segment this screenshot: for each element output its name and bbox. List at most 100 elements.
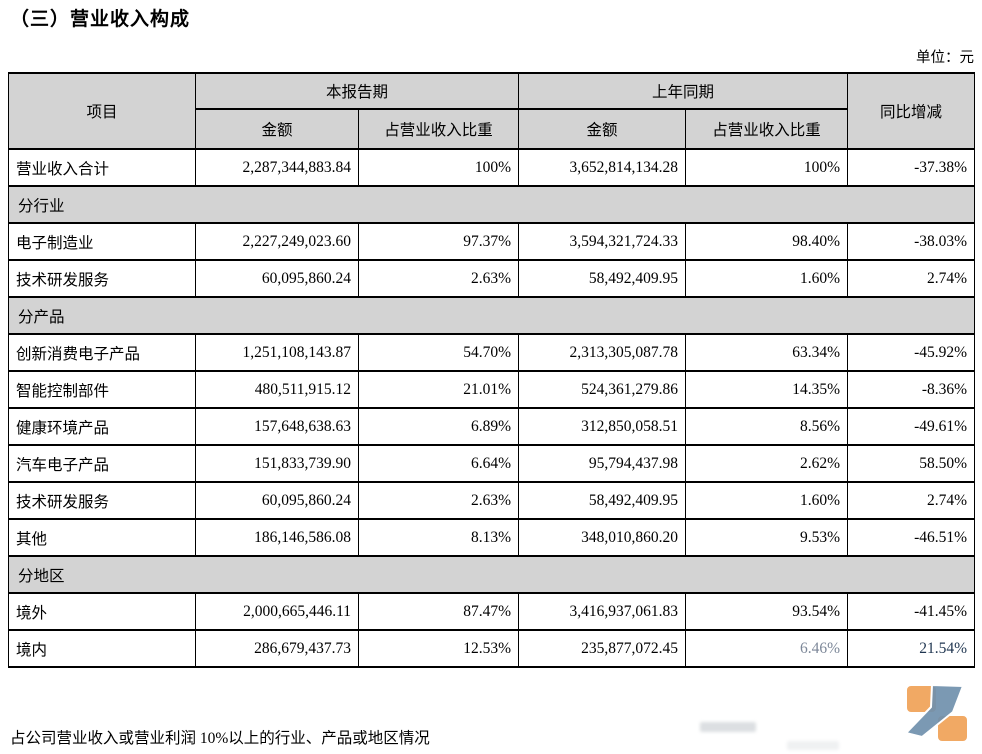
current-amount-cell: 480,511,915.12 xyxy=(195,370,359,409)
section-label: 分行业 xyxy=(7,185,976,224)
current-amount-cell: 286,679,437.73 xyxy=(195,629,359,668)
prior-pct-cell: 1.60% xyxy=(685,481,849,520)
header-current-amount: 金额 xyxy=(195,108,359,150)
prior-amount-cell: 2,313,305,087.78 xyxy=(518,333,687,372)
footer-note: 占公司营业收入或营业利润 10%以上的行业、产品或地区情况 xyxy=(10,730,430,747)
current-pct-cell: 6.89% xyxy=(357,407,520,446)
table-row: 境外 2,000,665,446.11 87.47% 3,416,937,061.83… xyxy=(8,592,976,631)
prior-pct-cell: 98.40% xyxy=(685,222,849,261)
yoy-cell: -49.61% xyxy=(847,407,976,446)
current-pct-cell: 6.64% xyxy=(357,444,520,483)
yoy-cell: -37.38% xyxy=(847,148,976,187)
current-pct-cell: 2.63% xyxy=(357,481,520,520)
table-body: 营业收入合计 2,287,344,883.84 100% 3,652,814,134.… xyxy=(7,148,976,668)
table-row: 智能控制部件 480,511,915.12 21.01% 524,361,279.86… xyxy=(8,370,976,409)
row-label: 境外 xyxy=(8,592,196,631)
prior-pct-cell: 63.34% xyxy=(685,333,849,372)
prior-pct-cell: 9.53% xyxy=(685,518,849,557)
current-amount-cell: 1,251,108,143.87 xyxy=(195,333,359,372)
row-label: 智能控制部件 xyxy=(8,370,196,409)
current-amount-cell: 157,648,638.63 xyxy=(195,407,359,446)
row-label: 技术研发服务 xyxy=(8,259,196,298)
yoy-cell: 2.74% xyxy=(847,259,976,298)
table-row: 境内 286,679,437.73 12.53% 235,877,072.45 6.46… xyxy=(8,629,976,668)
current-amount-cell: 60,095,860.24 xyxy=(195,481,359,520)
yoy-cell: 21.54% xyxy=(847,629,976,668)
prior-pct-cell: 1.60% xyxy=(685,259,849,298)
current-amount-cell: 151,833,739.90 xyxy=(195,444,359,483)
row-label: 技术研发服务 xyxy=(8,481,196,520)
yoy-cell: -45.92% xyxy=(847,333,976,372)
prior-pct-cell: 2.62% xyxy=(685,444,849,483)
prior-amount-cell: 312,850,058.51 xyxy=(518,407,687,446)
unit-label: 单位：元 xyxy=(916,50,974,66)
prior-amount-cell: 3,652,814,134.28 xyxy=(518,148,687,187)
header-prior-pct: 占营业收入比重 xyxy=(685,108,849,150)
yoy-cell: -46.51% xyxy=(847,518,976,557)
prior-amount-cell: 348,010,860.20 xyxy=(518,518,687,557)
prior-amount-cell: 95,794,437.98 xyxy=(518,444,687,483)
header-prior-amount: 金额 xyxy=(518,108,687,150)
prior-pct-cell: 93.54% xyxy=(685,592,849,631)
header-current-pct: 占营业收入比重 xyxy=(357,108,520,150)
current-pct-cell: 21.01% xyxy=(357,370,520,409)
header-item: 项目 xyxy=(8,72,196,150)
current-amount-cell: 60,095,860.24 xyxy=(195,259,359,298)
current-amount-cell: 2,000,665,446.11 xyxy=(195,592,359,631)
row-label: 创新消费电子产品 xyxy=(8,333,196,372)
watermark-smudge xyxy=(700,722,756,732)
yoy-cell: -38.03% xyxy=(847,222,976,261)
page-title: （三）营业收入构成 xyxy=(10,9,191,30)
prior-amount-cell: 235,877,072.45 xyxy=(518,629,687,668)
row-label: 境内 xyxy=(8,629,196,668)
current-pct-cell: 97.37% xyxy=(357,222,520,261)
current-pct-cell: 54.70% xyxy=(357,333,520,372)
table-row: 健康环境产品 157,648,638.63 6.89% 312,850,058.51 8… xyxy=(8,407,976,446)
current-amount-cell: 2,287,344,883.84 xyxy=(195,148,359,187)
table-row: 创新消费电子产品 1,251,108,143.87 54.70% 2,313,305,… xyxy=(8,333,976,372)
row-label: 汽车电子产品 xyxy=(8,444,196,483)
yoy-cell: 58.50% xyxy=(847,444,976,483)
header-current-period: 本报告期 xyxy=(194,72,520,110)
prior-amount-cell: 524,361,279.86 xyxy=(518,370,687,409)
row-label: 健康环境产品 xyxy=(8,407,196,446)
row-label: 营业收入合计 xyxy=(8,148,196,187)
table-row: 其他 186,146,586.08 8.13% 348,010,860.20 9.53%… xyxy=(8,518,976,557)
current-amount-cell: 2,227,249,023.60 xyxy=(195,222,359,261)
section-row: 分地区 xyxy=(7,555,976,594)
section-label: 分地区 xyxy=(7,555,976,594)
yoy-cell: -41.45% xyxy=(847,592,976,631)
current-amount-cell: 186,146,586.08 xyxy=(195,518,359,557)
section-row: 分行业 xyxy=(7,185,976,224)
prior-amount-cell: 3,416,937,061.83 xyxy=(518,592,687,631)
current-pct-cell: 12.53% xyxy=(357,629,520,668)
yoy-cell: 2.74% xyxy=(847,481,976,520)
yoy-cell: -8.36% xyxy=(847,370,976,409)
section-label: 分产品 xyxy=(7,296,976,335)
table-row: 技术研发服务 60,095,860.24 2.63% 58,492,409.95 1.6… xyxy=(8,259,976,298)
prior-pct-cell: 6.46% xyxy=(685,629,849,668)
current-pct-cell: 2.63% xyxy=(357,259,520,298)
prior-pct-cell: 100% xyxy=(685,148,849,187)
prior-amount-cell: 58,492,409.95 xyxy=(518,481,687,520)
table-header: 项目 本报告期 上年同期 同比增减 金额 占营业收入比重 金额 占营业收入比重 xyxy=(8,72,976,150)
prior-pct-cell: 14.35% xyxy=(685,370,849,409)
prior-amount-cell: 3,594,321,724.33 xyxy=(518,222,687,261)
revenue-composition-table: 项目 本报告期 上年同期 同比增减 金额 占营业收入比重 金额 占营业收入比重 … xyxy=(7,72,976,668)
row-label: 其他 xyxy=(8,518,196,557)
header-prior-period: 上年同期 xyxy=(518,72,849,110)
prior-amount-cell: 58,492,409.95 xyxy=(518,259,687,298)
current-pct-cell: 87.47% xyxy=(357,592,520,631)
table-row: 电子制造业 2,227,249,023.60 97.37% 3,594,321,724… xyxy=(8,222,976,261)
table-row: 营业收入合计 2,287,344,883.84 100% 3,652,814,134.… xyxy=(8,148,976,187)
section-row: 分产品 xyxy=(7,296,976,335)
watermark-logo-icon xyxy=(905,684,969,743)
table-row: 技术研发服务 60,095,860.24 2.63% 58,492,409.95 1.6… xyxy=(8,481,976,520)
prior-pct-cell: 8.56% xyxy=(685,407,849,446)
header-yoy-change: 同比增减 xyxy=(847,72,976,150)
table-row: 汽车电子产品 151,833,739.90 6.64% 95,794,437.98 2.… xyxy=(8,444,976,483)
watermark-smudge xyxy=(787,741,839,750)
current-pct-cell: 8.13% xyxy=(357,518,520,557)
current-pct-cell: 100% xyxy=(357,148,520,187)
